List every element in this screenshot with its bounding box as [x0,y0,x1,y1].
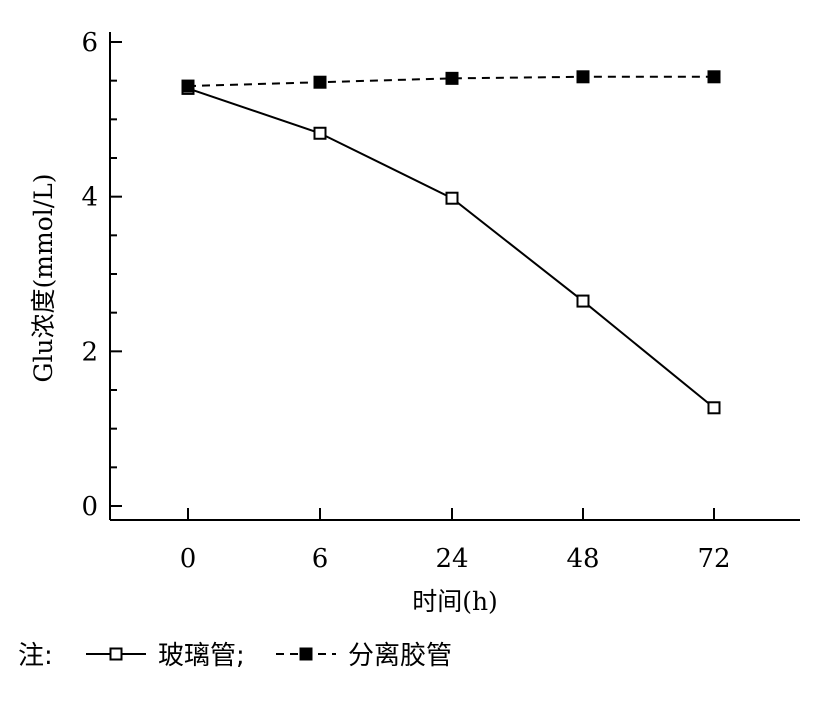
y-tick-label: 6 [81,28,98,58]
legend-swatch-marker-2 [299,647,313,661]
series-2-point [313,75,327,89]
series-1-point [313,126,327,140]
labels-layer: 时间(h) Glu浓度(mmol/L) [29,173,498,616]
x-tick-label: 6 [312,544,329,574]
x-tick-label: 72 [697,544,730,574]
series-1-point [707,401,721,415]
series-1-point [445,191,459,205]
series-line-1 [187,87,715,409]
y-axis-title: Glu浓度(mmol/L) [29,173,58,382]
y-tick-label: 4 [81,183,98,213]
x-axis-title: 时间(h) [412,587,498,616]
series-2-point [576,70,590,84]
series-2-point [445,71,459,85]
x-tick-label: 0 [180,544,197,574]
legend: 注: 玻璃管; 分离胶管 [18,641,452,671]
x-tick-label: 24 [435,544,468,574]
y-tick-label: 0 [81,492,98,522]
legend-label-1: 玻璃管; [158,641,245,671]
x-tick-label: 48 [566,544,599,574]
legend-label-2: 分离胶管 [348,641,452,671]
series-2-point [707,70,721,84]
y-tick-label: 2 [81,337,98,367]
legend-swatch-marker-1 [109,647,123,661]
series-layer [181,70,721,415]
legend-prefix: 注: [18,641,53,671]
series-2-point [181,79,195,93]
series-line-2 [187,75,714,88]
series-1-point [576,294,590,308]
